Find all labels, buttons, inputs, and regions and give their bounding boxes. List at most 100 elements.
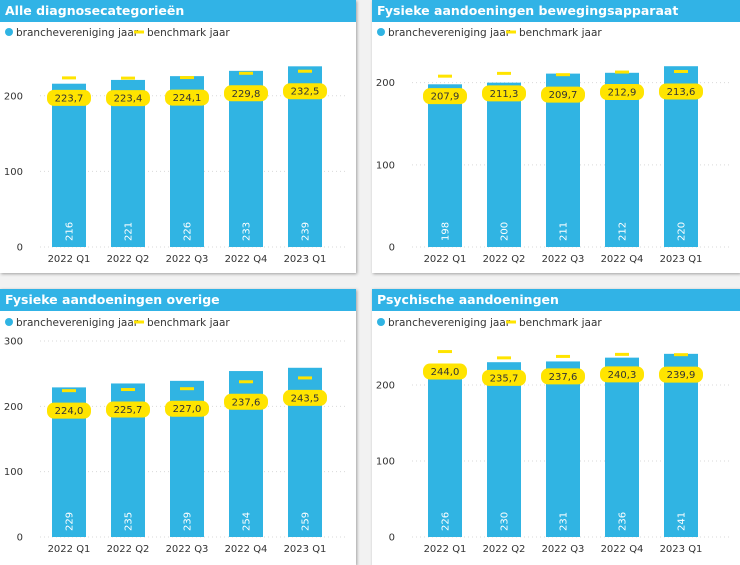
x-tick-label: 2022 Q1 [424,544,467,555]
benchmark-value-label: 239,9 [667,370,696,381]
benchmark-value-label: 232,5 [291,87,320,98]
benchmark-marker [615,352,629,356]
bar-value-label: 226 [441,512,452,531]
chart-svg: branchevereniging jaar benchmark jaar 0 100… [376,317,730,555]
benchmark-label-bg [224,85,268,102]
bar-value-label: 200 [500,222,511,241]
benchmark-label-bg [541,86,585,103]
x-tick-label: 2022 Q2 [483,544,526,555]
benchmark-label-bg [165,89,209,106]
x-tick-label: 2022 Q2 [483,254,526,265]
benchmark-label-bg [423,363,467,380]
benchmark-value-label: 227,0 [173,404,202,415]
x-tick-label: 2022 Q2 [107,254,150,265]
panel-title: Psychische aandoeningen [372,289,740,311]
bar [487,82,521,247]
benchmark-marker [180,76,194,80]
benchmark-label-bg [106,401,150,418]
benchmark-marker [239,380,253,384]
legend-label-series2: benchmark jaar [519,27,602,39]
bar-value-label: 254 [242,512,253,531]
benchmark-value-label: 207,9 [431,92,460,103]
benchmark-value-label: 243,5 [291,393,320,404]
bar-value-label: 239 [183,512,194,531]
benchmark-label-bg [659,366,703,383]
legend-marker-bar [5,318,13,326]
benchmark-value-label: 237,6 [549,372,578,383]
bar [428,84,462,247]
y-tick-label: 200 [4,91,23,102]
y-tick-label: 0 [389,243,395,254]
y-tick-label: 0 [389,533,395,544]
bar [546,361,580,537]
bar-value-label: 233 [242,222,253,241]
benchmark-label-bg [283,389,327,406]
x-tick-label: 2022 Q3 [166,544,209,555]
benchmark-label-bg [47,402,91,419]
chart-svg: branchevereniging jaar benchmark jaar 0 100… [4,27,346,265]
bar [111,79,145,247]
legend-label-series2: benchmark jaar [519,317,602,329]
y-tick-label: 0 [17,533,23,544]
benchmark-marker [438,350,452,354]
legend-marker-benchmark [134,320,144,324]
benchmark-value-label: 209,7 [549,90,578,101]
chart-svg: branchevereniging jaar benchmark jaar 0 100… [376,27,730,265]
bar [52,83,86,247]
benchmark-label-bg [423,88,467,105]
benchmark-value-label: 211,3 [490,89,519,100]
benchmark-marker [556,73,570,77]
benchmark-value-label: 237,6 [232,397,261,408]
x-tick-label: 2022 Q3 [542,544,585,555]
x-tick-label: 2022 Q3 [542,254,585,265]
benchmark-label-bg [224,393,268,410]
legend-label-series1: branchevereniging jaar [388,27,511,39]
benchmark-label-bg [165,400,209,417]
y-tick-label: 0 [17,243,23,254]
benchmark-marker [121,76,135,80]
bar-value-label: 231 [559,512,570,531]
benchmark-label-bg [600,366,644,383]
bar [487,362,521,537]
legend-label-series2: benchmark jaar [147,27,230,39]
benchmark-marker [62,389,76,393]
x-tick-label: 2022 Q1 [48,254,91,265]
legend-marker-bar [5,28,13,36]
benchmark-marker [180,387,194,391]
x-tick-label: 2023 Q1 [660,254,703,265]
benchmark-label-bg [541,368,585,385]
benchmark-value-label: 223,7 [55,93,84,104]
bar-value-label: 221 [124,222,135,241]
bar-value-label: 239 [301,222,312,241]
bar-value-label: 259 [301,512,312,531]
benchmark-label-bg [106,90,150,107]
benchmark-value-label: 235,7 [490,373,519,384]
bar [664,353,698,537]
bar-value-label: 212 [618,222,629,241]
benchmark-value-label: 244,0 [431,367,460,378]
benchmark-marker [497,71,511,75]
benchmark-marker [298,376,312,380]
x-tick-label: 2022 Q3 [166,254,209,265]
y-tick-label: 100 [376,160,395,171]
y-tick-label: 200 [376,78,395,89]
x-tick-label: 2022 Q1 [424,254,467,265]
bar-value-label: 229 [65,512,76,531]
x-tick-label: 2022 Q4 [225,544,268,555]
x-tick-label: 2023 Q1 [284,254,327,265]
benchmark-marker [298,69,312,73]
benchmark-label-bg [600,84,644,101]
legend-marker-benchmark [506,30,516,34]
benchmark-value-label: 223,4 [114,94,143,105]
legend-label-series1: branchevereniging jaar [388,317,511,329]
benchmark-value-label: 229,8 [232,89,261,100]
bar-value-label: 198 [441,222,452,241]
benchmark-marker [556,354,570,358]
benchmark-label-bg [482,85,526,102]
bar-value-label: 235 [124,512,135,531]
benchmark-value-label: 224,1 [173,93,202,104]
y-tick-label: 100 [4,167,23,178]
benchmark-marker [121,388,135,392]
legend-label-series1: branchevereniging jaar [16,317,139,329]
bar-value-label: 220 [677,222,688,241]
